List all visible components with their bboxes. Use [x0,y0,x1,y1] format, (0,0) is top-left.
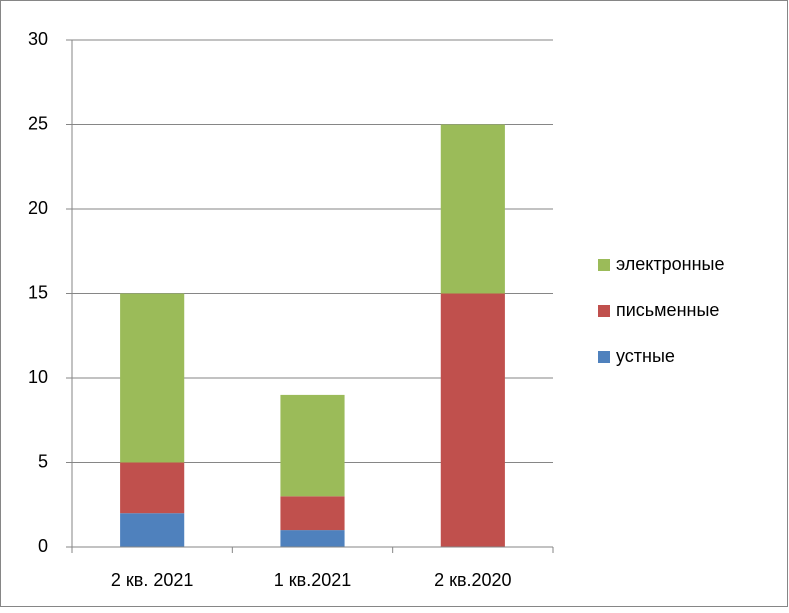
bar-segment [280,496,345,531]
y-tick-label: 10 [28,367,48,387]
y-tick-label: 20 [28,198,48,218]
bar-segment [120,293,185,463]
x-tick-label: 2 кв. 2021 [111,570,194,590]
legend-label: устные [616,346,675,366]
legend-label: электронные [616,254,724,274]
y-tick-label: 30 [28,29,48,49]
bar-segment [440,293,505,547]
y-tick-label: 0 [38,536,48,556]
y-tick-label: 15 [28,282,48,302]
legend-swatch [598,351,610,363]
bar-segment [120,513,185,547]
legend-swatch [598,305,610,317]
legend-swatch [598,259,610,271]
bar-segment [440,124,505,294]
bar-segment [280,394,345,497]
legend-label: письменные [616,300,719,320]
bar-segment [120,462,185,514]
y-tick-label: 25 [28,113,48,133]
y-tick-label: 5 [38,451,48,471]
bar-segment [280,530,345,547]
x-tick-label: 2 кв.2020 [434,570,512,590]
x-tick-label: 1 кв.2021 [274,570,352,590]
